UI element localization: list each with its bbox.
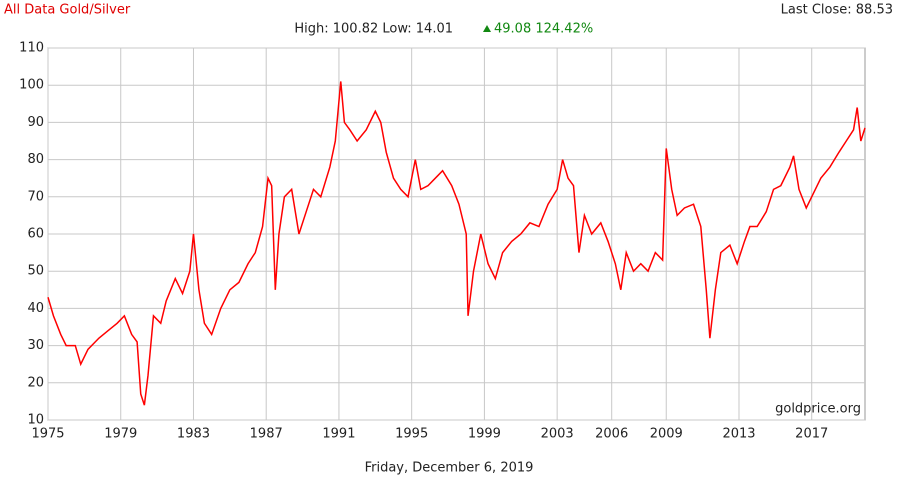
stats: High: 100.82 Low: 14.01	[294, 22, 453, 37]
data-line	[47, 81, 866, 406]
y-tick-label: 40	[27, 301, 44, 316]
y-tick-label: 90	[27, 115, 44, 130]
x-tick-label: 2013	[722, 427, 755, 442]
x-tick-label: 1991	[322, 427, 355, 442]
footer-date: Friday, December 6, 2019	[365, 461, 534, 476]
x-tick-label: 2017	[795, 427, 828, 442]
y-tick-label: 10	[27, 413, 44, 428]
y-tick-label: 80	[27, 152, 44, 167]
x-tick-label: 1999	[468, 427, 501, 442]
y-tick-label: 30	[27, 338, 44, 353]
y-tick-label: 20	[27, 375, 44, 390]
chart-title: All Data Gold/Silver	[4, 3, 131, 18]
up-arrow	[483, 25, 491, 32]
y-tick-label: 110	[19, 41, 44, 56]
x-tick-label: 1987	[250, 427, 283, 442]
y-tick-label: 50	[27, 264, 44, 279]
x-tick-label: 1983	[177, 427, 210, 442]
x-tick-label: 2006	[595, 427, 628, 442]
x-tick-label: 2009	[650, 427, 683, 442]
x-tick-label: 1979	[104, 427, 137, 442]
change: 49.08 124.42%	[494, 22, 593, 37]
x-tick-label: 2003	[541, 427, 574, 442]
x-tick-label: 1975	[31, 427, 64, 442]
y-tick-label: 70	[27, 189, 44, 204]
last-close: Last Close: 88.53	[781, 3, 893, 18]
y-tick-label: 100	[19, 78, 44, 93]
y-tick-label: 60	[27, 227, 44, 242]
watermark: goldprice.org	[775, 402, 861, 417]
x-tick-label: 1995	[395, 427, 428, 442]
